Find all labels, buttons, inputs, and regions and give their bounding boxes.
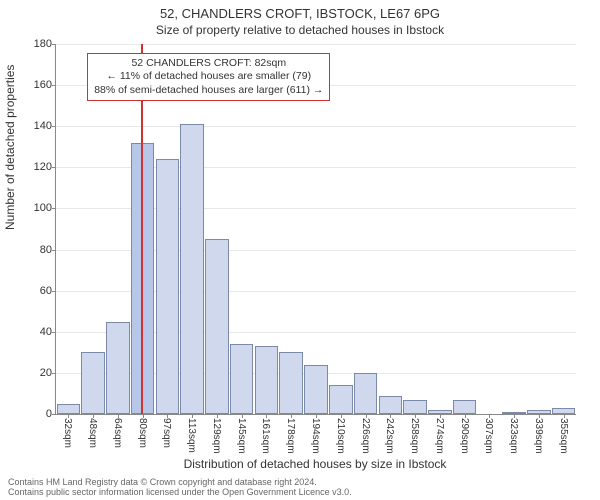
chart-subtitle: Size of property relative to detached ho… xyxy=(0,21,600,37)
histogram-bar xyxy=(453,400,477,414)
ytick-label: 0 xyxy=(22,408,56,420)
y-axis-label: Number of detached properties xyxy=(3,65,17,230)
xtick-label: 161sqm xyxy=(260,418,271,454)
xtick-label: 32sqm xyxy=(62,418,73,448)
histogram-bar xyxy=(205,239,229,414)
xtick-label: 355sqm xyxy=(558,418,569,454)
histogram-bar xyxy=(255,346,279,414)
ytick-label: 100 xyxy=(22,202,56,214)
xtick-label: 307sqm xyxy=(483,418,494,454)
histogram-bar xyxy=(354,373,378,414)
histogram-bar xyxy=(304,365,328,414)
ytick-label: 160 xyxy=(22,79,56,91)
annotation-callout: 52 CHANDLERS CROFT: 82sqm← 11% of detach… xyxy=(87,53,330,100)
histogram-bar xyxy=(329,385,353,414)
histogram-bar xyxy=(403,400,427,414)
xtick-label: 145sqm xyxy=(236,418,247,454)
xtick-label: 194sqm xyxy=(310,418,321,454)
plot-area: 02040608010012014016018032sqm48sqm64sqm8… xyxy=(55,44,576,415)
xtick-label: 129sqm xyxy=(211,418,222,454)
annotation-line: 88% of semi-detached houses are larger (… xyxy=(94,84,323,97)
footer-line-2: Contains public sector information licen… xyxy=(8,488,352,498)
ytick-label: 80 xyxy=(22,244,56,256)
ytick-label: 60 xyxy=(22,285,56,297)
x-axis-label: Distribution of detached houses by size … xyxy=(55,457,575,471)
xtick-label: 242sqm xyxy=(384,418,395,454)
ytick-label: 20 xyxy=(22,367,56,379)
histogram-bar xyxy=(106,322,130,415)
histogram-bar xyxy=(180,124,204,414)
ytick-label: 140 xyxy=(22,120,56,132)
annotation-line: 52 CHANDLERS CROFT: 82sqm xyxy=(94,57,323,70)
gridline xyxy=(56,44,576,45)
ytick-label: 40 xyxy=(22,326,56,338)
xtick-label: 178sqm xyxy=(285,418,296,454)
xtick-label: 64sqm xyxy=(112,418,123,448)
histogram-bar xyxy=(156,159,180,414)
xtick-label: 97sqm xyxy=(161,418,172,448)
xtick-label: 339sqm xyxy=(533,418,544,454)
xtick-label: 210sqm xyxy=(335,418,346,454)
annotation-line: ← 11% of detached houses are smaller (79… xyxy=(94,70,323,83)
chart-title: 52, CHANDLERS CROFT, IBSTOCK, LE67 6PG xyxy=(0,0,600,21)
xtick-label: 323sqm xyxy=(508,418,519,454)
gridline xyxy=(56,126,576,127)
footer-attribution: Contains HM Land Registry data © Crown c… xyxy=(8,478,352,498)
histogram-bar xyxy=(81,352,105,414)
xtick-label: 80sqm xyxy=(137,418,148,448)
xtick-label: 274sqm xyxy=(434,418,445,454)
xtick-label: 290sqm xyxy=(459,418,470,454)
xtick-label: 48sqm xyxy=(87,418,98,448)
xtick-label: 226sqm xyxy=(360,418,371,454)
ytick-label: 120 xyxy=(22,161,56,173)
histogram-bar xyxy=(379,396,403,415)
chart-container: 52, CHANDLERS CROFT, IBSTOCK, LE67 6PG S… xyxy=(0,0,600,500)
xtick-label: 258sqm xyxy=(409,418,420,454)
histogram-bar xyxy=(57,404,81,414)
xtick-label: 113sqm xyxy=(186,418,197,453)
histogram-bar xyxy=(230,344,254,414)
histogram-bar xyxy=(279,352,303,414)
ytick-label: 180 xyxy=(22,38,56,50)
